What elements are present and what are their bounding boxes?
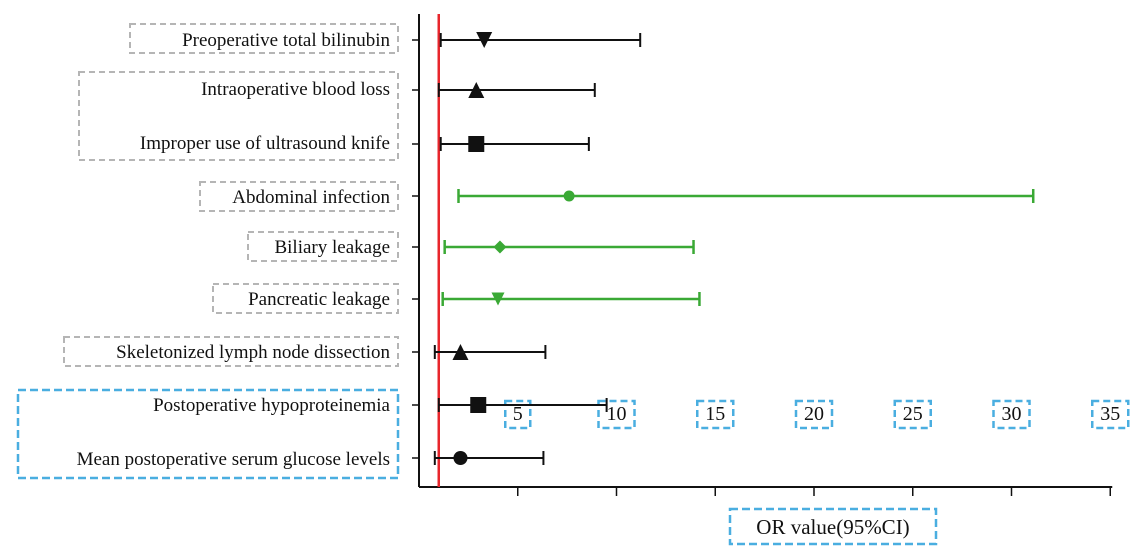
or-marker-1 (468, 82, 485, 98)
x-tick-label-box-5 (504, 399, 532, 430)
x-tick-label-5: 5 (513, 403, 523, 425)
x-tick-label-30: 30 (1002, 403, 1022, 425)
x-tick-label-box-35 (1091, 399, 1130, 430)
x-tick-label-15: 15 (705, 403, 725, 425)
x-tick-label-box-20 (794, 399, 834, 430)
or-marker-7 (470, 397, 487, 413)
label-box-lymph-node (63, 336, 399, 367)
label-boxes (16, 23, 400, 480)
row-label-ultrasound-knife: Improper use of ultrasound knife (140, 133, 390, 154)
row-labels: Preoperative total bilinubin Intraoperat… (77, 30, 391, 470)
x-tick-label-10: 10 (607, 403, 627, 425)
x-tick-label-box-10 (597, 399, 636, 430)
x-axis-title: OR value(95%CI) (756, 515, 909, 539)
x-tick-label-35: 35 (1100, 403, 1120, 425)
row-label-hypoproteinemia: Postoperative hypoproteinemia (153, 395, 390, 416)
x-tick-label-25: 25 (903, 403, 923, 425)
label-box-postoperative-group (16, 388, 400, 480)
or-marker-4 (493, 240, 507, 254)
x-tick-label-20: 20 (804, 403, 824, 425)
x-tick-label-box-30 (992, 399, 1031, 430)
or-marker-5 (491, 292, 505, 306)
or-marker-6 (452, 344, 469, 360)
or-marker-0 (476, 32, 493, 48)
x-tick-label-box-25 (893, 399, 932, 430)
row-label-abdominal-infection: Abdominal infection (232, 187, 390, 208)
or-marker-2 (468, 136, 485, 152)
row-label-preoperative-bilirubin: Preoperative total bilinubin (182, 30, 390, 51)
label-box-biliary-leakage (247, 231, 399, 262)
x-axis-title-box (728, 507, 938, 546)
label-box-preoperative-bilirubin (129, 23, 399, 54)
forest-rows (433, 32, 1035, 465)
row-label-serum-glucose: Mean postoperative serum glucose levels (77, 449, 390, 470)
or-marker-8 (453, 451, 468, 465)
x-axis-title-group: OR value(95%CI) (728, 507, 938, 546)
row-label-lymph-node-dissection: Skeletonized lymph node dissection (116, 342, 390, 363)
label-box-pancreatic-leakage (212, 283, 399, 314)
row-label-blood-loss: Intraoperative blood loss (201, 79, 390, 100)
label-box-surgical-group (78, 71, 399, 161)
x-tick-label-box-15 (696, 399, 735, 430)
row-label-pancreatic-leakage: Pancreatic leakage (248, 289, 390, 310)
label-box-abdominal-infection (199, 181, 399, 212)
row-label-biliary-leakage: Biliary leakage (274, 237, 390, 258)
or-marker-3 (563, 190, 575, 202)
x-ticks: 5 10 15 20 25 30 35 (504, 399, 1130, 496)
